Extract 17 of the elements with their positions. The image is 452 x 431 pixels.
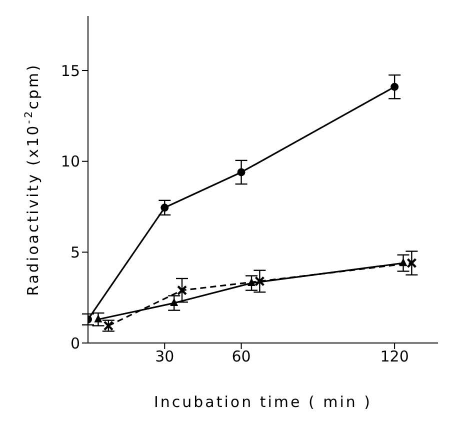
point xyxy=(399,258,408,266)
point xyxy=(254,276,265,286)
point xyxy=(176,285,188,296)
y-tick-label: 5 xyxy=(70,243,80,262)
point xyxy=(390,82,399,91)
y-tick-label: 10 xyxy=(60,152,80,171)
y-tick-label: 0 xyxy=(70,334,80,352)
x-tick-label: 30 xyxy=(155,348,174,366)
x-axis-title: Incubation time ( min ) xyxy=(154,393,372,411)
y-tick-label: 15 xyxy=(60,62,80,80)
point xyxy=(170,298,178,306)
point xyxy=(406,258,417,268)
point xyxy=(248,278,256,286)
x-tick-label: 60 xyxy=(232,348,251,366)
point xyxy=(237,168,246,176)
point xyxy=(160,204,169,212)
x-tick-label: 120 xyxy=(380,348,409,366)
